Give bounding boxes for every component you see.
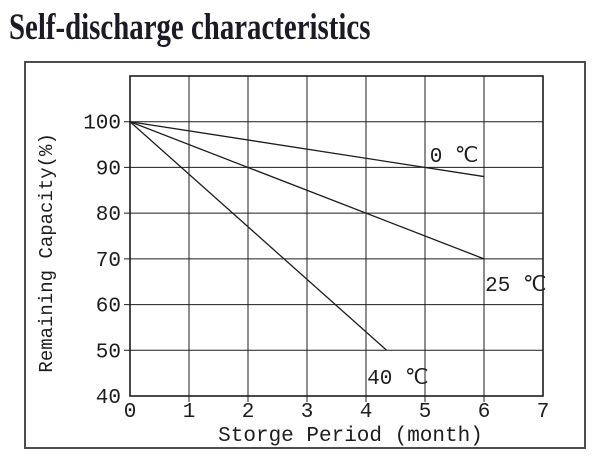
y-tick-label: 50 — [96, 341, 121, 364]
x-axis-title: Storge Period (month) — [218, 425, 483, 447]
y-tick-label: 80 — [96, 204, 121, 227]
series-line-2 — [129, 121, 388, 351]
x-tick-label: 4 — [360, 401, 373, 424]
series-label-1: 25 ℃ — [485, 275, 546, 298]
x-tick-label: 6 — [478, 401, 491, 424]
series-label-0: 0 ℃ — [430, 146, 479, 169]
y-tick-label: 90 — [96, 158, 121, 181]
chart-figure-box: 0 ℃ 25 ℃ 40 ℃ 0 1 2 3 4 5 6 7 40 50 60 70 80 90 100 Storge… — [24, 61, 586, 449]
x-tick-label: 5 — [419, 401, 432, 424]
y-axis-title: Remaining Capacity(%) — [36, 133, 58, 372]
series-label-2: 40 ℃ — [367, 368, 428, 391]
y-tick-label: 100 — [83, 113, 121, 136]
y-tick-label: 70 — [96, 250, 121, 273]
series-line-0 — [129, 121, 485, 178]
self-discharge-chart: 0 ℃ 25 ℃ 40 ℃ 0 1 2 3 4 5 6 7 40 50 60 70 80 90 100 Storge… — [36, 75, 550, 448]
y-tick-label: 40 — [96, 387, 121, 410]
x-tick-label: 2 — [242, 401, 255, 424]
x-tick-label: 7 — [537, 401, 550, 424]
x-tick-label: 0 — [124, 401, 137, 424]
y-tick-label: 60 — [96, 296, 121, 319]
x-tick-label: 1 — [183, 401, 196, 424]
series-line-1 — [129, 121, 485, 260]
x-tick-label: 3 — [301, 401, 314, 424]
page-title: Self-discharge characteristics — [9, 7, 371, 48]
plot-border — [129, 75, 544, 397]
